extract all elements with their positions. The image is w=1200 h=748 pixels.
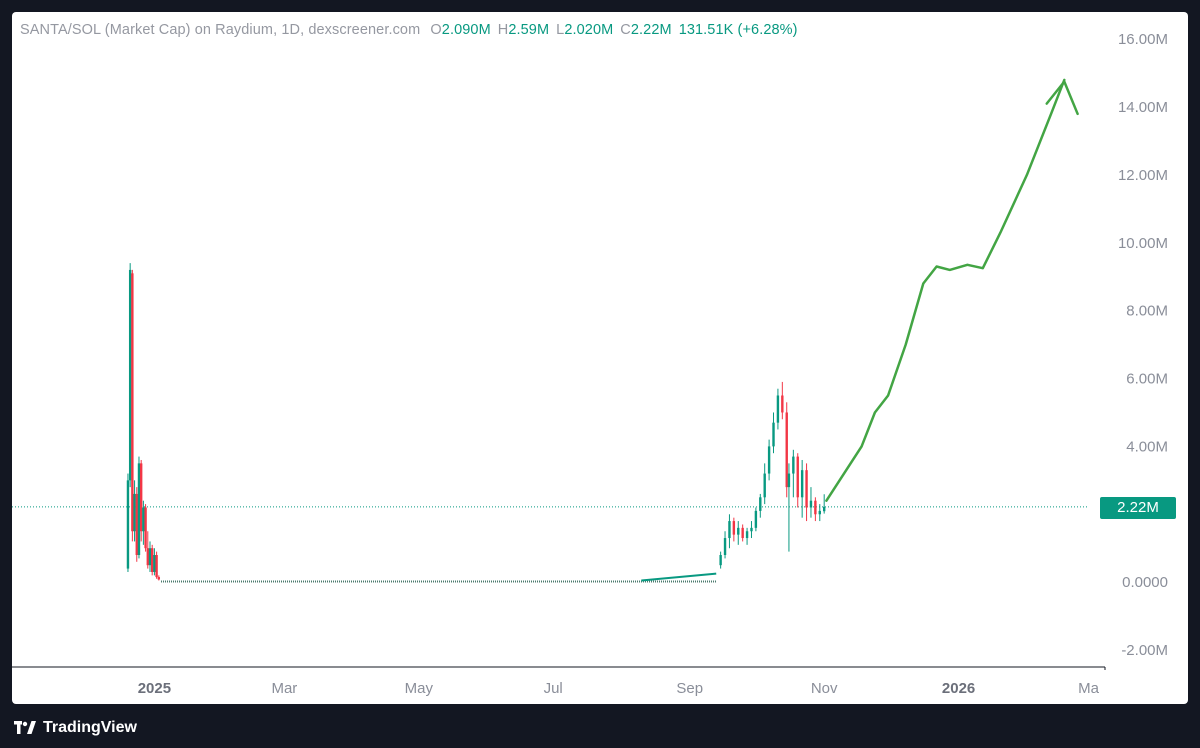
projection-arrowhead bbox=[1045, 80, 1079, 116]
candle-body bbox=[126, 480, 130, 569]
change-value: 131.51K (+6.28%) bbox=[678, 22, 798, 38]
candle-body bbox=[741, 527, 744, 539]
candle-body bbox=[139, 463, 143, 532]
high-label: H bbox=[497, 22, 509, 38]
y-tick-label: 12.00M bbox=[1118, 167, 1168, 184]
y-tick-label: 4.00M bbox=[1126, 438, 1168, 455]
x-tick-label: Nov bbox=[811, 680, 838, 697]
candle-body bbox=[153, 555, 156, 572]
candle-body bbox=[772, 422, 775, 447]
candle-body bbox=[135, 493, 138, 556]
candle-body bbox=[142, 507, 145, 532]
candle-body bbox=[719, 555, 722, 566]
candle-body bbox=[814, 500, 817, 515]
footer: TradingView bbox=[14, 716, 137, 740]
x-tick-label: 2025 bbox=[138, 680, 171, 697]
close-label: C bbox=[620, 22, 631, 38]
candle-body bbox=[133, 493, 136, 532]
candle-body bbox=[155, 555, 158, 578]
y-tick-label: 0.0000 bbox=[1122, 574, 1168, 591]
low-value: 2.020M bbox=[564, 22, 614, 38]
x-tick-label: Mar bbox=[271, 680, 297, 697]
candle-body bbox=[781, 395, 784, 413]
candle-body bbox=[146, 548, 149, 566]
chart-frame: 16.00M 14.00M 12.00M 10.00M 8.00M 6.00M 4.00M 0… bbox=[12, 12, 1188, 704]
candle-body bbox=[137, 463, 141, 556]
y-tick-label: 6.00M bbox=[1126, 371, 1168, 388]
candle-body bbox=[759, 497, 762, 511]
candle-body bbox=[785, 412, 788, 488]
y-tick-label: 10.00M bbox=[1118, 235, 1168, 252]
projection-line[interactable] bbox=[825, 78, 1066, 502]
y-tick-label: -2.00M bbox=[1121, 642, 1168, 659]
x-tick-label: 2026 bbox=[942, 680, 975, 697]
candle-body bbox=[157, 577, 161, 580]
candle-body bbox=[754, 510, 758, 528]
candle-body bbox=[776, 395, 780, 423]
candle-body bbox=[144, 507, 147, 549]
candle-body bbox=[745, 531, 749, 539]
candle-body bbox=[723, 538, 727, 556]
price-chart[interactable]: 16.00M 14.00M 12.00M 10.00M 8.00M 6.00M 4.00M 0… bbox=[12, 12, 1188, 704]
open-label: O bbox=[430, 22, 442, 38]
x-tick-label: Sep bbox=[676, 680, 703, 697]
y-tick-label: 8.00M bbox=[1126, 303, 1168, 320]
candle-body bbox=[796, 456, 799, 498]
open-value: 2.090M bbox=[441, 22, 491, 38]
candle-body bbox=[750, 527, 753, 532]
tradingview-brand[interactable]: TradingView bbox=[43, 719, 137, 736]
candle-body bbox=[792, 456, 795, 474]
candle-body bbox=[787, 473, 791, 488]
chart-header: SANTA/SOL (Market Cap) on Raydium, 1D, d… bbox=[20, 22, 805, 38]
candle-body bbox=[800, 470, 804, 498]
flat-candles-rise bbox=[641, 572, 717, 582]
y-tick-label: 16.00M bbox=[1118, 31, 1168, 48]
candle-body bbox=[809, 500, 813, 508]
low-label: L bbox=[556, 22, 565, 38]
candle-body bbox=[728, 521, 731, 539]
candle-body bbox=[818, 510, 821, 515]
symbol-title: SANTA/SOL (Market Cap) on Raydium, 1D, d… bbox=[20, 22, 421, 38]
candle-body bbox=[148, 548, 152, 566]
x-tick-label: Ma bbox=[1078, 680, 1099, 697]
x-tick-label: Jul bbox=[544, 680, 563, 697]
y-tick-label: 14.00M bbox=[1118, 99, 1168, 116]
candle-body bbox=[737, 527, 740, 535]
candle-body bbox=[767, 446, 771, 474]
tradingview-logo-icon bbox=[14, 721, 36, 734]
candle-body bbox=[763, 473, 766, 498]
candle-body bbox=[131, 273, 134, 532]
current-price-badge: 2.22M bbox=[1100, 497, 1176, 519]
x-tick-label: May bbox=[405, 680, 434, 697]
candle-body bbox=[805, 470, 808, 508]
candle-body bbox=[128, 269, 132, 481]
candle-body bbox=[150, 548, 154, 572]
candle-body bbox=[732, 521, 736, 535]
close-value: 2.22M bbox=[630, 22, 672, 38]
high-value: 2.59M bbox=[508, 22, 550, 38]
candle-body bbox=[822, 506, 826, 512]
